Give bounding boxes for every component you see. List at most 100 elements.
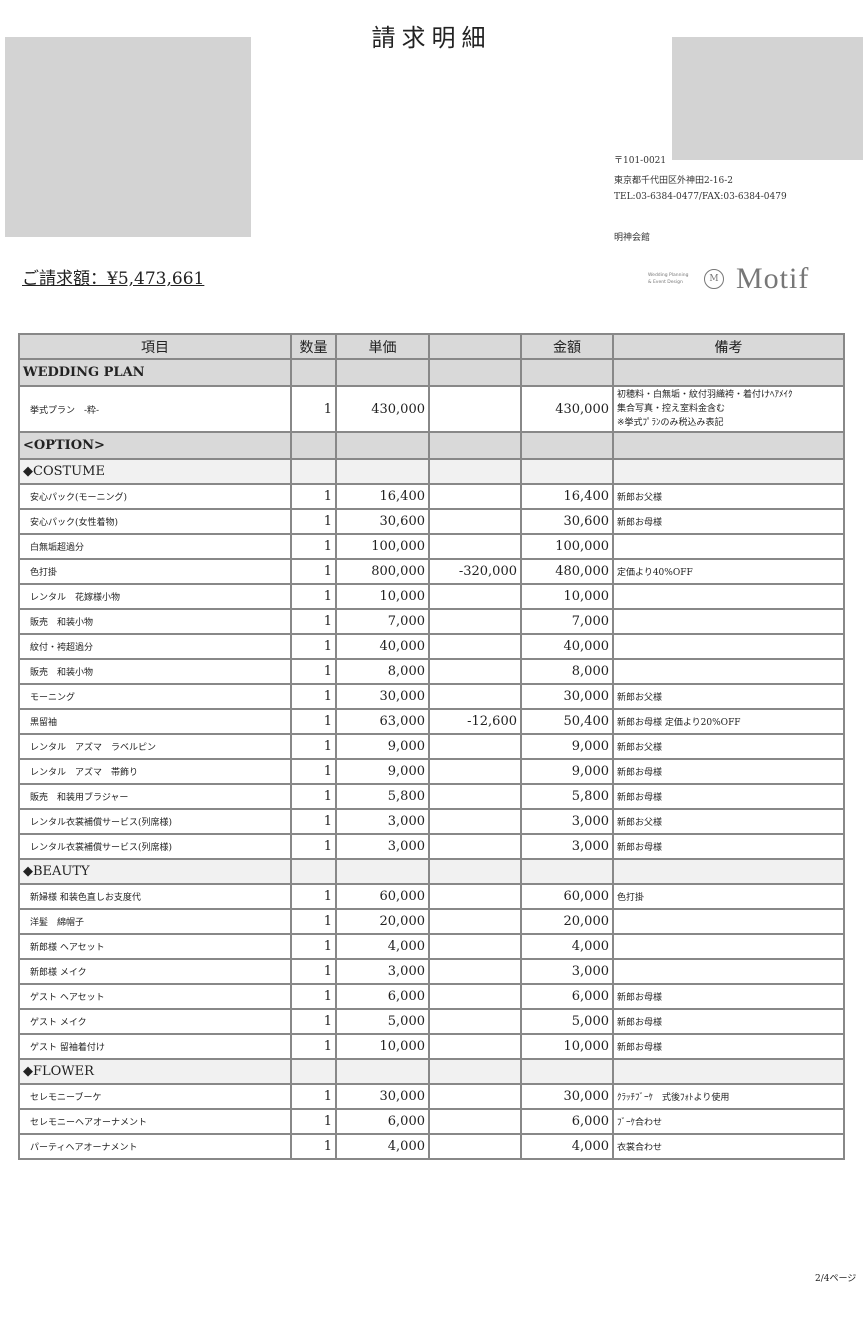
cell-remarks: 衣裳合わせ xyxy=(612,1133,845,1160)
cell-item: 紋付・袴超過分 xyxy=(18,633,292,660)
cell-amount: 6,000 xyxy=(520,1108,614,1135)
cell-qty: 1 xyxy=(290,508,337,535)
cell-amount xyxy=(520,431,614,460)
cell-item: レンタル アズマ 帯飾り xyxy=(18,758,292,785)
cell-discount xyxy=(428,458,522,485)
cell-item: 黒留袖 xyxy=(18,708,292,735)
cell-discount xyxy=(428,508,522,535)
cell-item: 販売 和装小物 xyxy=(18,608,292,635)
cell-qty: 1 xyxy=(290,958,337,985)
section-row: WEDDING PLAN xyxy=(18,358,845,387)
cell-unit-price: 9,000 xyxy=(335,758,430,785)
cell-item: 新郎様 ヘアセット xyxy=(18,933,292,960)
cell-amount: 40,000 xyxy=(520,633,614,660)
cell-qty: 1 xyxy=(290,1008,337,1035)
table-row: 白無垢超過分 1 100,000 100,000 xyxy=(18,533,845,560)
cell-item: 色打掛 xyxy=(18,558,292,585)
cell-unit-price xyxy=(335,431,430,460)
header-qty: 数量 xyxy=(290,333,337,360)
table-row: レンタル アズマ ラベルピン 1 9,000 9,000 新郎お父様 xyxy=(18,733,845,760)
cell-qty: 1 xyxy=(290,758,337,785)
cell-discount xyxy=(428,933,522,960)
cell-discount xyxy=(428,858,522,885)
cell-discount xyxy=(428,431,522,460)
cell-discount xyxy=(428,1083,522,1110)
cell-item: ◆BEAUTY xyxy=(18,858,292,885)
cell-remarks xyxy=(612,533,845,560)
page-title: 請求明細 xyxy=(371,24,492,52)
cell-unit-price: 3,000 xyxy=(335,958,430,985)
cell-qty: 1 xyxy=(290,633,337,660)
cell-amount xyxy=(520,358,614,387)
cell-unit-price xyxy=(335,458,430,485)
cell-unit-price: 6,000 xyxy=(335,1108,430,1135)
cell-amount: 60,000 xyxy=(520,883,614,910)
cell-discount xyxy=(428,883,522,910)
invoice-total: ご請求額：¥5,473,661 xyxy=(22,269,205,289)
cell-item: <OPTION> xyxy=(18,431,292,460)
cell-item: 安心パック(モーニング) xyxy=(18,483,292,510)
cell-qty: 1 xyxy=(290,783,337,810)
page-number: 2/4ページ xyxy=(815,1274,857,1284)
cell-discount xyxy=(428,783,522,810)
image-placeholder-right xyxy=(672,37,863,160)
cell-remarks: 新郎お母様 xyxy=(612,1008,845,1035)
cell-unit-price: 100,000 xyxy=(335,533,430,560)
cell-discount xyxy=(428,533,522,560)
cell-remarks: 新郎お父様 xyxy=(612,733,845,760)
cell-unit-price xyxy=(335,1058,430,1085)
cell-item: レンタル アズマ ラベルピン xyxy=(18,733,292,760)
cell-qty xyxy=(290,358,337,387)
cell-remarks: 新郎お父様 xyxy=(612,483,845,510)
logo-tagline: Wedding Planning & Event Design xyxy=(648,272,704,286)
cell-discount xyxy=(428,958,522,985)
section-row: ◆FLOWER xyxy=(18,1058,845,1085)
cell-remarks: 新郎お父様 xyxy=(612,808,845,835)
cell-remarks: 新郎お母様 xyxy=(612,833,845,860)
cell-qty: 1 xyxy=(290,808,337,835)
cell-qty: 1 xyxy=(290,558,337,585)
street-address: 東京都千代田区外神田2-16-2 xyxy=(614,176,733,186)
cell-remarks: 新郎お母様 xyxy=(612,983,845,1010)
cell-amount: 9,000 xyxy=(520,733,614,760)
cell-unit-price: 5,800 xyxy=(335,783,430,810)
cell-discount xyxy=(428,758,522,785)
cell-item: ◆COSTUME xyxy=(18,458,292,485)
cell-item: ゲスト ヘアセット xyxy=(18,983,292,1010)
cell-discount xyxy=(428,983,522,1010)
cell-discount xyxy=(428,1033,522,1060)
cell-amount: 3,000 xyxy=(520,958,614,985)
cell-remarks: 新郎お母様 xyxy=(612,783,845,810)
cell-item: セレモニーヘアオーナメント xyxy=(18,1108,292,1135)
cell-qty: 1 xyxy=(290,583,337,610)
cell-amount: 7,000 xyxy=(520,608,614,635)
cell-discount xyxy=(428,583,522,610)
cell-discount xyxy=(428,483,522,510)
table-row: 安心パック(モーニング) 1 16,400 16,400 新郎お父様 xyxy=(18,483,845,510)
cell-item: ゲスト メイク xyxy=(18,1008,292,1035)
cell-qty: 1 xyxy=(290,533,337,560)
table-row: 挙式プラン -粋- 1 430,000 430,000 初穂料・白無垢・紋付羽織袴・着付… xyxy=(18,385,845,433)
table-row: 色打掛 1 800,000 -320,000 480,000 定価より40%OFF xyxy=(18,558,845,585)
table-row: ゲスト メイク 1 5,000 5,000 新郎お母様 xyxy=(18,1008,845,1035)
postal-code: 〒101-0021 xyxy=(614,156,667,166)
table-row: 販売 和装小物 1 7,000 7,000 xyxy=(18,608,845,635)
cell-qty: 1 xyxy=(290,883,337,910)
header-unit-price: 単価 xyxy=(335,333,430,360)
cell-discount xyxy=(428,608,522,635)
table-row: レンタル アズマ 帯飾り 1 9,000 9,000 新郎お母様 xyxy=(18,758,845,785)
cell-qty: 1 xyxy=(290,933,337,960)
cell-discount xyxy=(428,1133,522,1160)
table-row: ゲスト 留袖着付け 1 10,000 10,000 新郎お母様 xyxy=(18,1033,845,1060)
cell-qty xyxy=(290,431,337,460)
table-row: 紋付・袴超過分 1 40,000 40,000 xyxy=(18,633,845,660)
cell-remarks xyxy=(612,1058,845,1085)
cell-qty: 1 xyxy=(290,983,337,1010)
cell-remarks: 新郎お母様 xyxy=(612,758,845,785)
cell-item: 挙式プラン -粋- xyxy=(18,385,292,433)
cell-amount: 430,000 xyxy=(520,385,614,433)
cell-qty: 1 xyxy=(290,708,337,735)
cell-discount xyxy=(428,658,522,685)
table-row: 新婦様 和装色直しお支度代 1 60,000 60,000 色打掛 xyxy=(18,883,845,910)
cell-qty xyxy=(290,1058,337,1085)
